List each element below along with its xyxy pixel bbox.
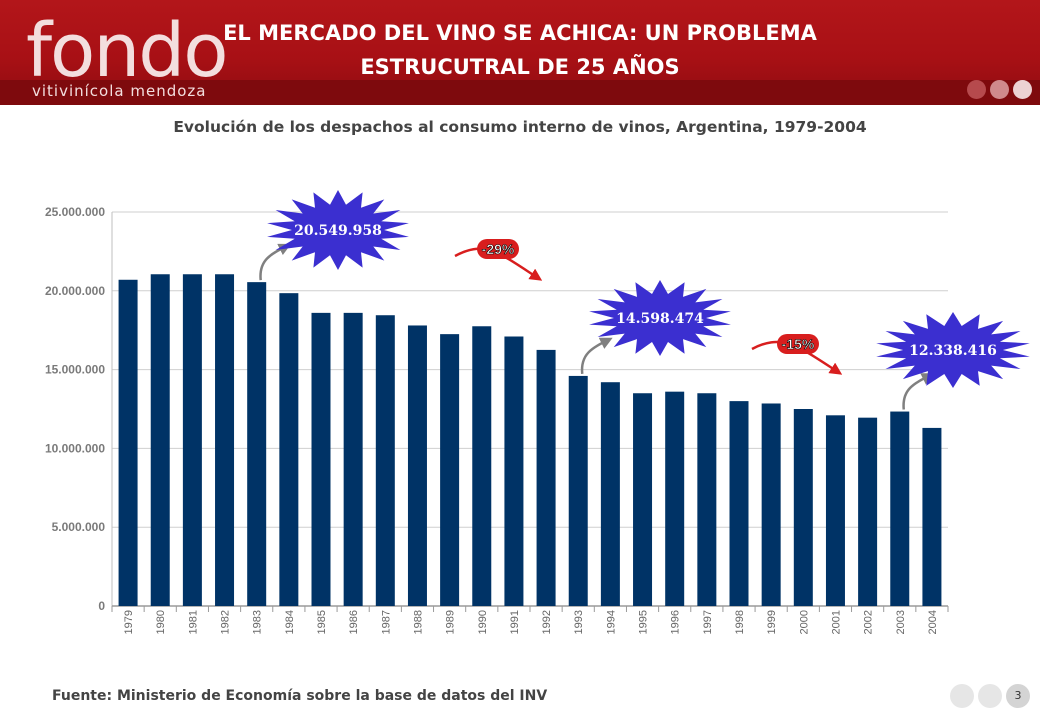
header-dot-icon [990, 80, 1009, 99]
bar [890, 411, 910, 606]
chart-title: Evolución de los despachos al consumo in… [173, 118, 867, 136]
bar [472, 326, 492, 606]
y-tick-label: 25.000.000 [45, 205, 105, 219]
x-tick-label: 1986 [348, 610, 360, 634]
bar [343, 312, 363, 606]
source-note: Fuente: Ministerio de Economía sobre la … [52, 688, 548, 704]
bar [825, 415, 845, 606]
x-tick-label: 2001 [830, 610, 842, 634]
y-tick-label: 5.000.000 [52, 520, 106, 534]
x-tick-label: 1990 [477, 610, 489, 634]
logo-wordmark: fondo [26, 8, 228, 94]
value-burst-shape [267, 190, 409, 270]
value-burst-label: 20.549.958 [294, 223, 382, 239]
x-tick-label: 1983 [252, 610, 264, 634]
x-tick-label: 1984 [284, 610, 296, 634]
bar [279, 293, 299, 606]
bar-chart: 0 5.000.000 10.000.000 15.000.000 20.000.000… [45, 190, 1030, 634]
bar [407, 325, 427, 606]
page-title: EL MERCADO DEL VINO SE ACHICA: UN PROBLE… [180, 16, 860, 84]
change-badge-label: -29% [482, 241, 515, 257]
value-burst-shape [876, 312, 1030, 388]
change-badge-label: -15% [782, 336, 815, 352]
footer-dot-icon [978, 684, 1002, 708]
x-tick-label: 1980 [155, 610, 167, 634]
value-burst-shape [589, 280, 731, 356]
header-dot-icon [967, 80, 986, 99]
y-tick-label: 15.000.000 [45, 363, 105, 377]
logo-tagline: vitivinícola mendoza [32, 82, 207, 100]
bar [568, 375, 588, 606]
x-tick-label: 1985 [316, 610, 328, 634]
x-tick-label: 1982 [220, 610, 232, 634]
bar [247, 282, 267, 606]
change-badge-shape [477, 239, 519, 259]
x-tick-label: 2000 [798, 610, 810, 634]
value-burst-label: 14.598.474 [616, 311, 704, 327]
burst-pointer-arrow [580, 337, 613, 375]
bar [440, 334, 460, 606]
bar [858, 417, 878, 606]
bar [215, 274, 235, 606]
bar [536, 349, 556, 606]
y-tick-label: 0 [98, 599, 105, 613]
page-title-line-2: ESTRUCUTRAL DE 25 AÑOS [360, 55, 680, 79]
bar [600, 382, 620, 606]
footer-dots: 3 [950, 684, 1030, 708]
bar [504, 336, 524, 606]
x-tick-label: 2002 [863, 610, 875, 634]
x-tick-label: 1996 [670, 610, 682, 634]
x-tick-label: 1998 [734, 610, 746, 634]
bar [182, 274, 202, 606]
bar [633, 393, 653, 606]
y-tick-label: 20.000.000 [45, 284, 105, 298]
bar [150, 274, 170, 606]
y-tick-label: 10.000.000 [45, 441, 105, 455]
x-tick-label: 1981 [187, 610, 199, 634]
bar [665, 391, 685, 606]
value-burst-label: 12.338.416 [909, 343, 997, 359]
header-dot-icon [1013, 80, 1032, 99]
bar [761, 403, 781, 606]
burst-pointer-arrow [259, 243, 292, 281]
bar [311, 312, 331, 606]
x-tick-label: 1991 [509, 610, 521, 634]
x-tick-label: 1987 [380, 610, 392, 634]
change-badge-shape [777, 334, 819, 354]
x-tick-label: 2004 [927, 610, 939, 634]
bar [922, 427, 942, 606]
page-number-badge: 3 [1006, 684, 1030, 708]
x-tick-label: 1989 [445, 610, 457, 634]
bar [375, 315, 395, 606]
header-dots [967, 80, 1032, 99]
x-tick-label: 1994 [605, 610, 617, 634]
bar [697, 393, 717, 606]
x-tick-label: 1979 [123, 610, 135, 634]
header-bottom-strip [0, 80, 1040, 105]
page-number: 3 [1014, 689, 1022, 702]
bar [729, 401, 749, 606]
page-title-line-1: EL MERCADO DEL VINO SE ACHICA: UN PROBLE… [223, 21, 817, 45]
x-tick-label: 1999 [766, 610, 778, 634]
bar [118, 279, 138, 606]
x-tick-label: 2003 [895, 610, 907, 634]
bar [793, 409, 813, 606]
x-tick-label: 1997 [702, 610, 714, 634]
x-tick-label: 1995 [638, 610, 650, 634]
x-tick-label: 1992 [541, 610, 553, 634]
burst-pointer-arrow [902, 373, 935, 410]
footer-dot-icon [950, 684, 974, 708]
x-tick-label: 1993 [573, 610, 585, 634]
x-tick-label: 1988 [412, 610, 424, 634]
header-banner: fondo vitivinícola mendoza EL MERCADO DE… [0, 0, 1040, 105]
